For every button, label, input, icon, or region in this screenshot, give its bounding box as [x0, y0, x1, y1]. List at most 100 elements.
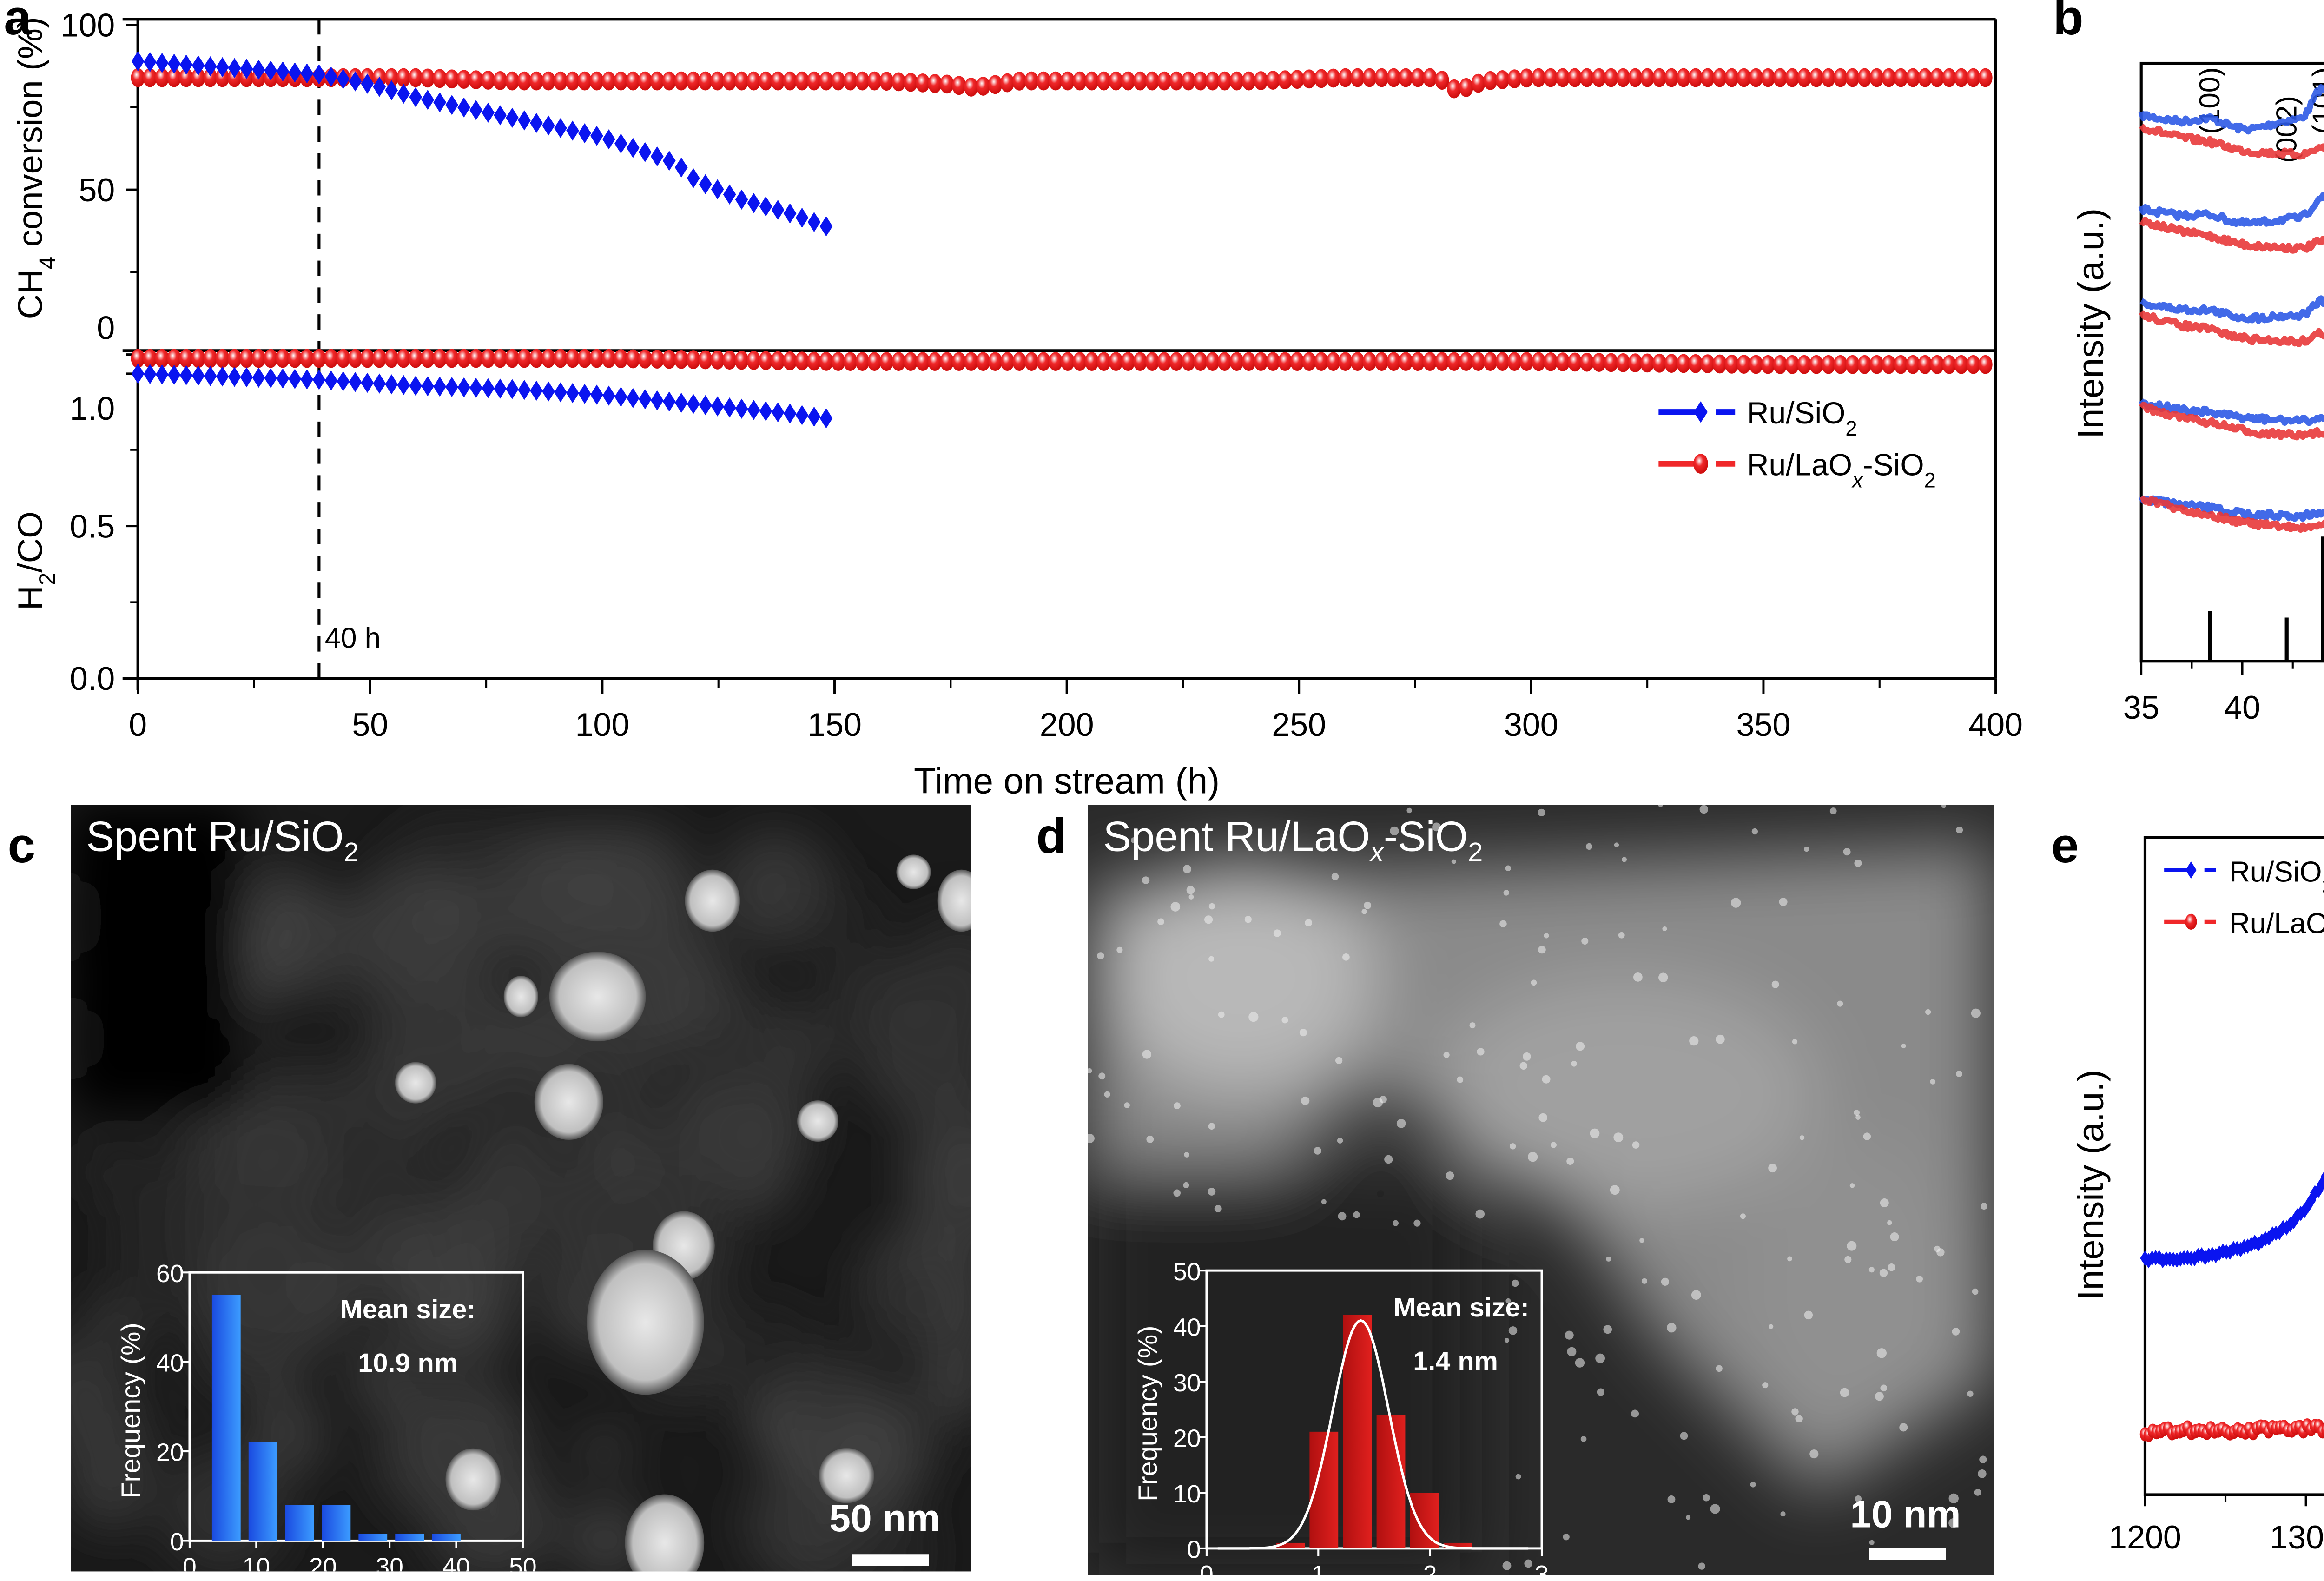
h2co-ru-laox-sio2-point	[1302, 352, 1316, 371]
h2co-ru-laox-sio2-point	[1133, 352, 1148, 371]
h2co-ru-laox-sio2-point	[734, 351, 749, 370]
single-atom-dot	[1469, 1022, 1476, 1029]
texture-blob	[819, 949, 920, 1052]
single-atom-dot	[1503, 890, 1510, 896]
dark-region	[1088, 1169, 1471, 1575]
hist-bar	[1343, 1315, 1372, 1548]
image-title-c-sub: 2	[343, 836, 359, 867]
single-atom-dot	[1542, 1075, 1551, 1084]
single-atom-dot	[1142, 876, 1150, 884]
ch4-ru-laox-sio2-point	[976, 77, 990, 96]
single-atom-dot	[1218, 1011, 1225, 1018]
texture-blob	[507, 903, 561, 957]
single-atom-dot	[1524, 1559, 1533, 1568]
ch4-ru-laox-sio2-point	[601, 71, 616, 91]
ch4-ru-sio2-point	[240, 59, 253, 79]
h2co-ru-laox-sio2-point	[493, 349, 508, 368]
single-atom-dot	[1301, 1096, 1310, 1105]
ch4-ru-laox-sio2-point	[1700, 68, 1715, 87]
ch4-ru-laox-sio2-point	[1966, 68, 1981, 87]
h2co-ru-laox-sio2-point	[746, 351, 761, 370]
y-tick-label: 10	[1173, 1481, 1201, 1508]
h2co-ru-laox-sio2-point	[662, 350, 676, 369]
ch4-ru-sio2-point	[759, 196, 772, 217]
single-atom-dot	[1337, 1138, 1343, 1144]
ch4-ru-laox-sio2-point	[1302, 69, 1316, 89]
h2co-ru-laox-sio2-point	[1362, 352, 1377, 371]
h2co-ru-sio2-point	[361, 372, 374, 393]
single-atom-dot	[1364, 901, 1372, 909]
ch4-ru-laox-sio2-point	[1809, 68, 1823, 87]
atoms	[1088, 805, 1987, 1570]
legend-label-ru-sio2: Ru/SiO2	[2229, 856, 2324, 896]
single-atom-dot	[1146, 1135, 1154, 1143]
h2co-ru-laox-sio2-point	[1085, 352, 1099, 371]
ch4-ru-laox-sio2-point	[1037, 71, 1051, 91]
single-atom-dot	[1716, 1365, 1723, 1372]
h2co-ru-sio2-point	[349, 372, 362, 392]
single-atom-dot	[1538, 946, 1546, 954]
hist-bar	[322, 1505, 351, 1541]
single-atom-dot	[1184, 1152, 1190, 1158]
h2co-ru-sio2-point	[566, 383, 579, 404]
hist-bar	[285, 1505, 314, 1541]
y-tick-label: 0.5	[70, 508, 115, 544]
single-atom-dot	[1952, 1328, 1960, 1336]
single-atom-dot	[1544, 933, 1549, 939]
ch4-ru-sio2-point	[530, 112, 543, 133]
h2co-ru-laox-sio2-point	[1833, 355, 1848, 374]
single-atom-dot	[1606, 1256, 1611, 1262]
ch4-ru-laox-sio2-point	[1314, 69, 1328, 88]
ch4-ru-laox-sio2-point	[1085, 71, 1099, 91]
x-tick-label: 10	[243, 1554, 271, 1572]
ch4-ru-laox-sio2-point	[1495, 70, 1510, 89]
legend-label-ru-laox: Ru/LaOx-SiO2	[1747, 447, 1936, 492]
legend-text: -SiO	[1863, 447, 1924, 482]
single-atom-dot	[1854, 859, 1862, 867]
scalebar-label-d: 10 nm	[1850, 1495, 1961, 1537]
h2co-ru-sio2-point	[747, 400, 760, 420]
h2co-ru-sio2-point	[819, 408, 833, 429]
single-atom-dot	[1208, 1123, 1215, 1130]
h2co-ru-laox-sio2-point	[1073, 352, 1087, 371]
single-atom-dot	[1622, 857, 1627, 862]
single-atom-dot	[1689, 1036, 1699, 1046]
raman-ru-sio2-point	[2320, 1171, 2324, 1182]
ch4-ru-laox-sio2-point	[1930, 68, 1944, 87]
h2co-ru-sio2-point	[228, 367, 241, 387]
ch4-ru-sio2-point	[566, 120, 579, 141]
nanoparticle	[685, 869, 740, 932]
h2co-ru-laox-sio2-point	[1906, 355, 1920, 374]
h2co-ru-sio2-point	[723, 397, 736, 418]
h2co-ru-laox-sio2-point	[1712, 354, 1727, 374]
h2co-ru-laox-sio2-point	[239, 349, 254, 368]
h2co-ru-sio2-point	[590, 384, 603, 405]
single-atom-dot	[1321, 1199, 1327, 1204]
h2co-ru-laox-sio2-point	[819, 352, 833, 371]
h2co-ru-laox-sio2-point	[1386, 352, 1401, 371]
legend-text: Ru/SiO	[1747, 396, 1845, 430]
y-tick-label: 20	[1173, 1425, 1201, 1452]
ch4-ru-laox-sio2-point	[1580, 68, 1594, 87]
h2co-ru-sio2-point	[469, 377, 482, 398]
h2co-ru-laox-sio2-point	[783, 351, 797, 370]
ch4-ru-laox-sio2-point	[457, 70, 471, 89]
legend-marker-ru-laox	[1693, 454, 1708, 474]
ch4-ru-sio2-point	[155, 53, 169, 73]
single-atom-dot	[1214, 1205, 1222, 1213]
stem-image-ru-laox-sio2: Spent Ru/LaOx-SiO2 012301020304050d (nm)…	[1088, 805, 1994, 1575]
h2co-ru-laox-sio2-point	[1749, 355, 1763, 374]
legend-text: Ru/LaO	[1747, 447, 1852, 482]
texture-blob	[577, 1425, 631, 1480]
single-atom-dot	[1941, 805, 1947, 808]
texture-blob	[907, 911, 971, 1025]
h2co-ru-laox-sio2-point	[1290, 352, 1304, 371]
x-tick-label: 50	[509, 1554, 537, 1572]
single-atom-dot	[1840, 1388, 1849, 1397]
h2co-ru-laox-sio2-point	[1700, 354, 1715, 374]
x-tick-label: 0	[1200, 1561, 1214, 1575]
h2co-ru-laox-sio2-point	[1278, 352, 1292, 371]
h2co-ru-laox-sio2-point	[553, 349, 568, 368]
ch4-ru-laox-sio2-point	[1483, 71, 1498, 90]
h2co-ru-laox-sio2-point	[565, 349, 580, 368]
